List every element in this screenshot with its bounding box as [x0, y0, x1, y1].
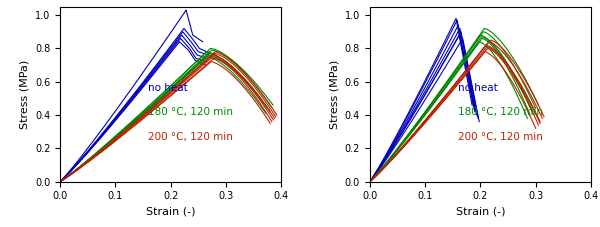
X-axis label: Strain (-): Strain (-) [146, 207, 196, 217]
Text: no heat: no heat [149, 83, 188, 93]
Y-axis label: Stress (MPa): Stress (MPa) [19, 59, 29, 129]
Text: 180 °C, 120 min: 180 °C, 120 min [458, 107, 543, 117]
X-axis label: Strain (-): Strain (-) [455, 207, 505, 217]
Text: 200 °C, 120 min: 200 °C, 120 min [149, 132, 233, 142]
Text: 200 °C, 120 min: 200 °C, 120 min [458, 132, 543, 142]
Y-axis label: Stress (MPa): Stress (MPa) [329, 59, 339, 129]
Text: no heat: no heat [458, 83, 498, 93]
Text: 180 °C, 120 min: 180 °C, 120 min [149, 107, 233, 117]
